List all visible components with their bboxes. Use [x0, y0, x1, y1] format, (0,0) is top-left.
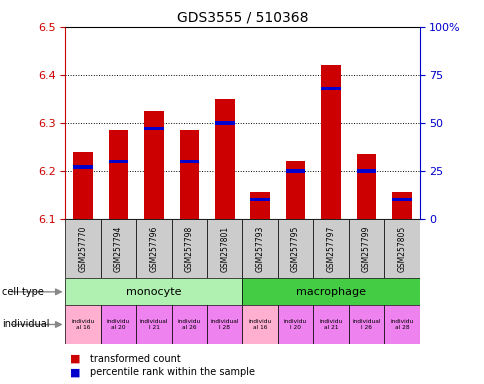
Text: individual
l 21: individual l 21: [139, 319, 168, 330]
Bar: [108, 160, 128, 163]
Bar: [101, 219, 136, 278]
Bar: [65, 219, 101, 278]
Text: GSM257798: GSM257798: [184, 225, 194, 272]
Bar: [391, 192, 411, 219]
Bar: [242, 219, 277, 278]
Text: GSM257793: GSM257793: [255, 225, 264, 272]
Bar: [313, 305, 348, 344]
Text: individu
al 28: individu al 28: [390, 319, 412, 330]
Bar: [277, 305, 313, 344]
Text: percentile rank within the sample: percentile rank within the sample: [90, 367, 254, 377]
Bar: [144, 111, 164, 219]
Text: GSM257795: GSM257795: [290, 225, 300, 272]
Text: individual
l 28: individual l 28: [210, 319, 239, 330]
Bar: [391, 198, 411, 201]
Text: transformed count: transformed count: [90, 354, 180, 364]
Bar: [179, 130, 199, 219]
Bar: [356, 154, 376, 219]
Bar: [179, 160, 199, 163]
Bar: [250, 192, 270, 219]
Bar: [136, 219, 171, 278]
Bar: [313, 219, 348, 278]
Bar: [320, 87, 340, 90]
Bar: [171, 219, 207, 278]
Bar: [136, 305, 171, 344]
Bar: [65, 305, 101, 344]
Text: macrophage: macrophage: [295, 287, 365, 297]
Text: ■: ■: [70, 354, 81, 364]
Text: GSM257797: GSM257797: [326, 225, 335, 272]
Bar: [285, 169, 305, 172]
Text: individu
al 21: individu al 21: [319, 319, 342, 330]
Text: GSM257805: GSM257805: [396, 225, 406, 272]
Bar: [214, 121, 234, 124]
Bar: [65, 278, 242, 305]
Bar: [285, 161, 305, 219]
Text: GSM257801: GSM257801: [220, 225, 229, 272]
Bar: [348, 305, 383, 344]
Title: GDS3555 / 510368: GDS3555 / 510368: [176, 10, 308, 24]
Text: ■: ■: [70, 367, 81, 377]
Text: GSM257794: GSM257794: [114, 225, 123, 272]
Text: individu
al 26: individu al 26: [178, 319, 200, 330]
Text: GSM257796: GSM257796: [149, 225, 158, 272]
Bar: [108, 130, 128, 219]
Bar: [383, 305, 419, 344]
Bar: [383, 219, 419, 278]
Text: individu
al 16: individu al 16: [72, 319, 94, 330]
Text: individu
al 20: individu al 20: [107, 319, 130, 330]
Bar: [277, 219, 313, 278]
Text: individual
l 26: individual l 26: [351, 319, 380, 330]
Text: individual: individual: [2, 319, 50, 329]
Bar: [207, 219, 242, 278]
Bar: [356, 169, 376, 172]
Bar: [320, 65, 340, 219]
Bar: [207, 305, 242, 344]
Text: monocyte: monocyte: [126, 287, 182, 297]
Text: GSM257770: GSM257770: [78, 225, 88, 272]
Bar: [242, 278, 419, 305]
Bar: [101, 305, 136, 344]
Text: GSM257799: GSM257799: [361, 225, 370, 272]
Text: individu
l 20: individu l 20: [284, 319, 306, 330]
Bar: [171, 305, 207, 344]
Bar: [73, 152, 93, 219]
Text: cell type: cell type: [2, 287, 44, 297]
Bar: [242, 305, 277, 344]
Bar: [348, 219, 383, 278]
Bar: [250, 198, 270, 201]
Bar: [73, 166, 93, 169]
Bar: [144, 127, 164, 130]
Bar: [214, 99, 234, 219]
Text: individu
al 16: individu al 16: [248, 319, 271, 330]
